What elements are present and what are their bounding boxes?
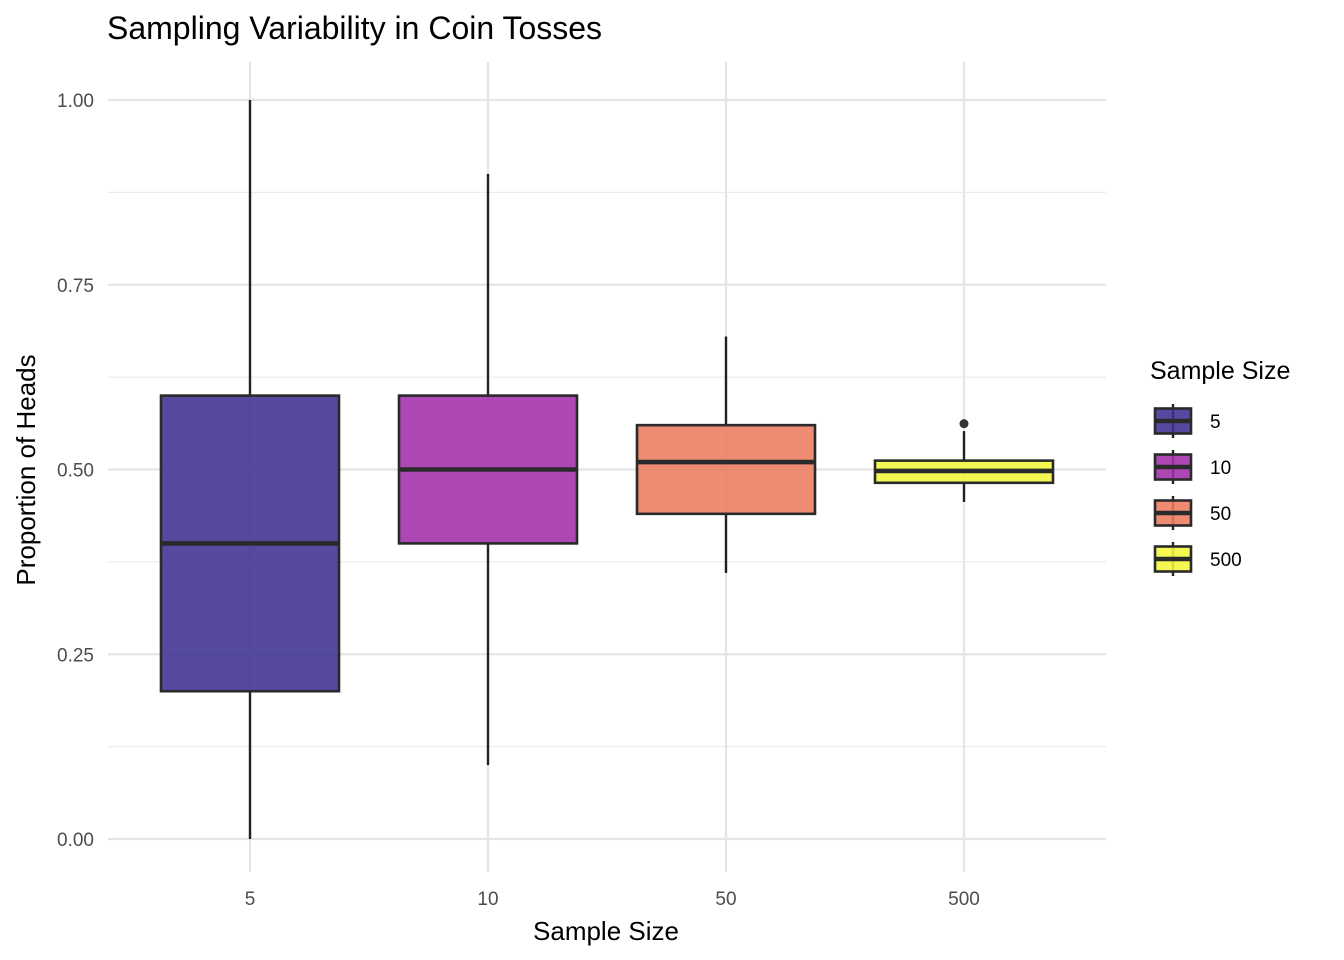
legend-label: 10 [1210, 458, 1231, 479]
outlier-point [959, 419, 969, 429]
y-tick-label: 0.50 [57, 461, 94, 482]
x-axis-title: Sample Size [533, 916, 679, 946]
box-50 [635, 336, 817, 573]
box-series [159, 100, 1055, 839]
box-body [635, 423, 817, 516]
y-tick-label: 1.00 [57, 91, 94, 112]
box-500 [873, 419, 1055, 503]
x-tick-label: 10 [477, 889, 498, 910]
legend-title: Sample Size [1150, 357, 1290, 385]
legend-key-500: 500 [1153, 542, 1242, 576]
x-tick-label: 50 [715, 889, 736, 910]
x-tick-label: 500 [948, 889, 980, 910]
y-axis-title: Proportion of Heads [11, 354, 41, 585]
legend-label: 50 [1210, 504, 1231, 525]
legend-key-50: 50 [1153, 496, 1231, 530]
legend: Sample Size 5 10 50 500 [1150, 357, 1290, 576]
legend-label: 5 [1210, 412, 1221, 433]
chart-title: Sampling Variability in Coin Tosses [107, 10, 602, 46]
y-tick-label: 0.00 [57, 830, 94, 851]
x-axis-ticks: 5 10 50 500 [245, 889, 980, 910]
box-10 [397, 173, 579, 766]
box-5 [159, 100, 341, 839]
x-tick-label: 5 [245, 889, 256, 910]
legend-label: 500 [1210, 550, 1242, 571]
y-tick-label: 0.75 [57, 276, 94, 297]
legend-key-10: 10 [1153, 450, 1231, 484]
y-tick-label: 0.25 [57, 645, 94, 666]
y-axis-ticks: 0.00 0.25 0.50 0.75 1.00 [57, 91, 94, 851]
legend-key-5: 5 [1153, 404, 1221, 438]
